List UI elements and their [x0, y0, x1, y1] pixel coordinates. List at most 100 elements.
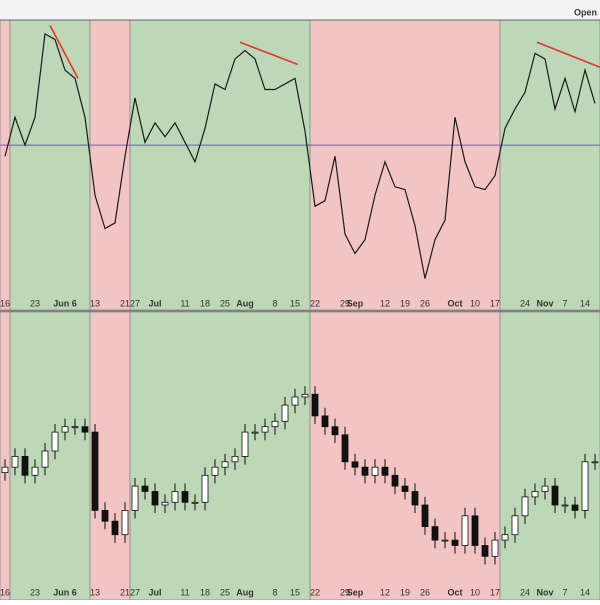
candle-body: [361, 466, 369, 476]
candle-body: [61, 426, 69, 433]
x-tick-label: Jul: [148, 298, 161, 308]
candle-body: [211, 466, 219, 476]
x-tick-label: Aug: [236, 298, 254, 308]
region: [0, 311, 11, 601]
x-tick-label: 24: [520, 587, 530, 597]
x-tick-label: 17: [490, 298, 500, 308]
x-tick-label: 14: [580, 298, 590, 308]
x-tick-label: 27: [130, 587, 140, 597]
divergence-line: [49, 25, 79, 79]
candle-body: [71, 426, 79, 429]
candle-body: [131, 485, 139, 511]
x-tick-label: 12: [380, 587, 390, 597]
x-tick-label: 14: [580, 587, 590, 597]
candle-body: [141, 485, 149, 492]
candle-body: [531, 491, 539, 498]
x-tick-label: 22: [310, 298, 320, 308]
region: [129, 19, 311, 311]
chart-title: Open: [574, 7, 597, 17]
region: [499, 311, 600, 601]
x-tick-label: 15: [290, 298, 300, 308]
x-tick-label: 24: [520, 298, 530, 308]
candle-body: [311, 393, 319, 417]
candle-body: [161, 501, 169, 506]
x-tick-label: 19: [400, 298, 410, 308]
candle-body: [261, 426, 269, 433]
candle-body: [561, 504, 569, 507]
divergence-line: [536, 41, 600, 69]
candle-body: [551, 485, 559, 506]
candle-body: [21, 455, 29, 476]
candle-body: [571, 504, 579, 511]
candle-body: [281, 404, 289, 422]
candle-body: [511, 515, 519, 536]
candle-body: [431, 526, 439, 541]
x-tick-label: 29: [340, 298, 350, 308]
x-tick-label: 8: [272, 298, 277, 308]
x-tick-label: 8: [272, 587, 277, 597]
x-tick-label: Sep: [347, 298, 364, 308]
candle-body: [481, 545, 489, 557]
candle-body: [541, 485, 549, 492]
candle-body: [151, 491, 159, 506]
candle-body: [501, 534, 509, 541]
x-tick-label: 18: [200, 298, 210, 308]
x-tick-label: Nov: [536, 587, 553, 597]
x-tick-label: 22: [310, 587, 320, 597]
x-tick-label: Jul: [148, 587, 161, 597]
x-tick-label: 15: [290, 587, 300, 597]
candle-body: [41, 450, 49, 468]
region: [9, 311, 91, 601]
region: [9, 19, 91, 311]
x-tick-label: 23: [30, 298, 40, 308]
candle-body: [181, 491, 189, 503]
candle-body: [441, 539, 449, 542]
candle-body: [341, 434, 349, 463]
x-tick-label: 16: [0, 587, 10, 597]
x-tick-label: Sep: [347, 587, 364, 597]
candle-body: [101, 509, 109, 522]
candle-body: [451, 539, 459, 546]
x-tick-label: 10: [470, 298, 480, 308]
x-tick-label: 21: [120, 587, 130, 597]
candle-body: [461, 515, 469, 546]
candle-body: [121, 509, 129, 536]
x-tick-label: 13: [90, 587, 100, 597]
candle-body: [301, 393, 309, 398]
candle-body: [581, 461, 589, 511]
x-tick-label: 11: [180, 587, 189, 597]
x-tick-label: 16: [0, 298, 10, 308]
candle-body: [11, 455, 19, 468]
x-tick-label: Aug: [236, 587, 254, 597]
x-tick-label: 11: [180, 298, 189, 308]
candle-body: [231, 455, 239, 463]
region: [0, 19, 11, 311]
candle-body: [401, 485, 409, 492]
candle-body: [271, 420, 279, 428]
candle-body: [321, 415, 329, 428]
x-tick-label: 17: [490, 587, 500, 597]
region: [309, 19, 501, 311]
candle-body: [411, 491, 419, 506]
candle-body: [31, 466, 39, 476]
candle-body: [471, 515, 479, 546]
x-tick-label: Oct: [447, 298, 462, 308]
x-tick-label: Nov: [536, 298, 553, 308]
candle-body: [381, 466, 389, 476]
candle-body: [221, 461, 229, 468]
region: [499, 19, 600, 311]
x-tick-label: 29: [340, 587, 350, 597]
oscillator-line: [4, 32, 596, 279]
x-tick-label: 25: [220, 587, 230, 597]
candle-body: [51, 431, 59, 452]
x-tick-label: 27: [130, 298, 140, 308]
x-tick-label: 10: [470, 587, 480, 597]
candle-body: [591, 461, 599, 464]
candle-body: [291, 396, 299, 406]
candle-body: [91, 431, 99, 511]
candle-body: [371, 466, 379, 476]
divergence-line: [239, 41, 299, 66]
region: [129, 311, 311, 601]
x-tick-label: 26: [420, 587, 430, 597]
candle-body: [421, 504, 429, 528]
